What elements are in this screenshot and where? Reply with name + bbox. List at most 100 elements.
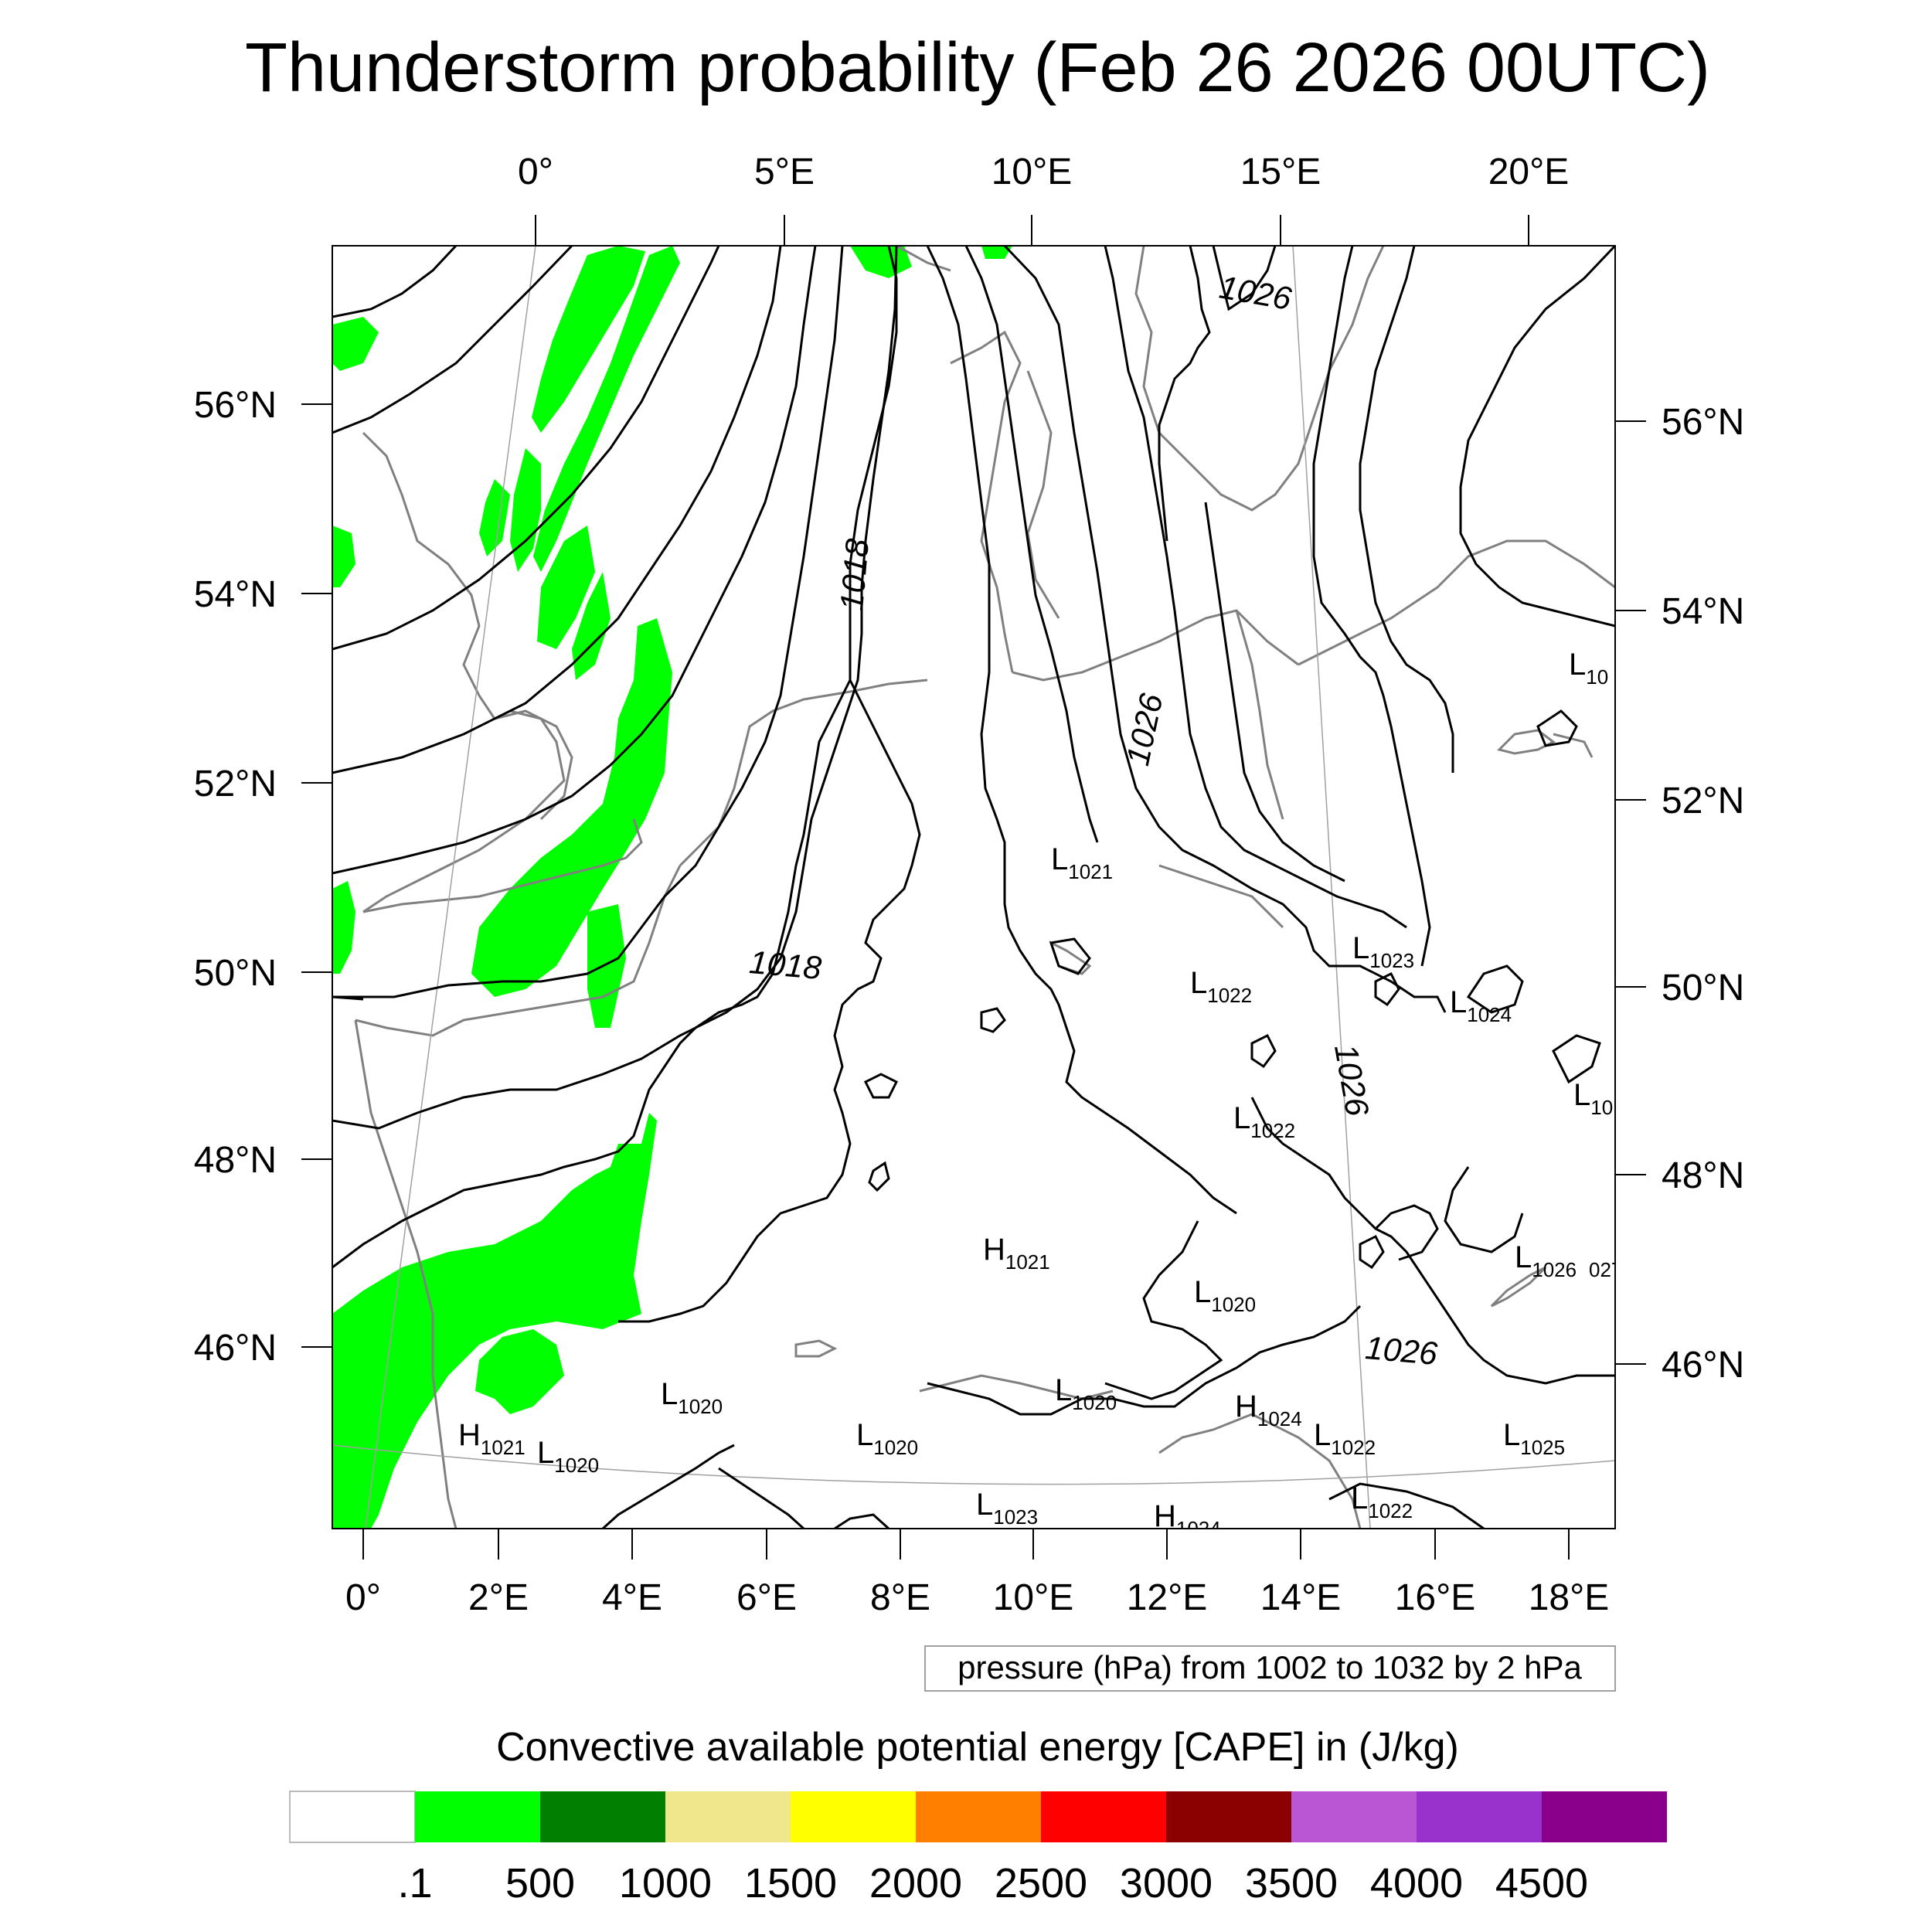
cape-region-channel bbox=[471, 618, 672, 997]
colorbar-title: Convective available potential energy [C… bbox=[496, 1725, 1459, 1770]
border-germany-poland bbox=[1235, 610, 1284, 820]
isobar-east-loop-2 bbox=[1552, 1034, 1601, 1084]
pressure-centers: L1021 L1023 L1022 L1024 L1022 L10 H1021 … bbox=[458, 648, 1622, 1529]
isobar-1 bbox=[332, 246, 457, 318]
isobar-14 bbox=[1312, 246, 1431, 967]
isobar-alps bbox=[927, 1304, 1362, 1416]
pressure-center: H1021 bbox=[983, 1233, 1050, 1274]
cape-region-north-sea-b bbox=[533, 246, 680, 572]
colorbar-label: 2000 bbox=[869, 1860, 962, 1906]
colorbar-label: .1 bbox=[397, 1860, 432, 1906]
right-lat-label: 52°N bbox=[1662, 781, 1744, 821]
isobar-7 bbox=[332, 246, 898, 1130]
isobar-south-b bbox=[1250, 1097, 1615, 1385]
isobar-9 bbox=[926, 246, 1237, 1215]
colorbar-label: 500 bbox=[505, 1860, 575, 1906]
cape-region-north-sea-c bbox=[510, 448, 541, 572]
top-lon-label: 20°E bbox=[1488, 151, 1570, 192]
coast-poland bbox=[1298, 539, 1615, 666]
top-lon-label: 0° bbox=[518, 151, 553, 192]
coast-denmark bbox=[950, 330, 1022, 673]
border-germany-czech bbox=[1158, 864, 1284, 929]
bottom-lon-label: 4°E bbox=[602, 1577, 662, 1618]
pressure-center: L1025 bbox=[1503, 1418, 1565, 1459]
map-frame bbox=[332, 245, 1616, 1529]
colorbar-swatch bbox=[665, 1791, 791, 1842]
right-lat-label: 50°N bbox=[1662, 968, 1744, 1009]
coast-baltic-islands bbox=[1497, 729, 1556, 755]
cape-region-biscay-island bbox=[475, 1329, 564, 1414]
cape-region-northwest bbox=[332, 317, 379, 371]
isobar-bottom-c bbox=[834, 1513, 890, 1529]
cape-region-west-edge bbox=[332, 881, 355, 974]
colorbar-swatch bbox=[540, 1791, 665, 1842]
coast-hungary-lake bbox=[1490, 1266, 1547, 1308]
bottom-lon-label: 8°E bbox=[870, 1577, 930, 1618]
left-lat-label: 52°N bbox=[194, 764, 277, 804]
isobar-bottom-d bbox=[1328, 1482, 1485, 1529]
bottom-lon-label: 2°E bbox=[468, 1577, 529, 1618]
pressure-center: L1020 bbox=[661, 1377, 723, 1418]
clipped-center-label: 027 bbox=[1589, 1258, 1622, 1281]
tick-marks bbox=[301, 215, 1646, 1560]
colorbar-swatch bbox=[791, 1791, 916, 1842]
colorbar: Convective available potential energy [C… bbox=[289, 1725, 1667, 1906]
pressure-center: L1022 bbox=[1190, 966, 1252, 1007]
isobar-small-loop-a bbox=[1374, 971, 1400, 1007]
pressure-center: L1022 bbox=[1314, 1418, 1376, 1459]
colorbar-swatch bbox=[1542, 1791, 1667, 1842]
right-lat-label: 56°N bbox=[1662, 402, 1744, 443]
bottom-lon-label: 18°E bbox=[1529, 1577, 1610, 1618]
coast-jutland-east bbox=[1026, 370, 1060, 619]
isobar-1026-b bbox=[1212, 246, 1277, 311]
left-lat-label: 50°N bbox=[194, 953, 277, 994]
isobar-bottom-a bbox=[601, 1444, 735, 1529]
isobar-5 bbox=[332, 246, 817, 875]
bottom-lon-label: 14°E bbox=[1260, 1577, 1342, 1618]
parallel-45n bbox=[332, 1444, 1615, 1485]
right-lat-label: 48°N bbox=[1662, 1155, 1744, 1196]
colorbar-labels: .1 500 1000 1500 2000 2500 3000 3500 4000 4500 bbox=[397, 1860, 1588, 1906]
isobar-13 bbox=[1204, 502, 1345, 883]
colorbar-swatch bbox=[289, 1791, 416, 1843]
left-lat-label: 48°N bbox=[194, 1140, 277, 1181]
isobar-small-loop-g bbox=[1359, 1234, 1385, 1270]
pressure-center: L1022 bbox=[1233, 1101, 1295, 1142]
pressure-center: L1021 bbox=[1051, 842, 1113, 883]
top-lon-label: 15°E bbox=[1240, 151, 1321, 192]
colorbar-swatch bbox=[916, 1791, 1041, 1842]
map-panel: 0° 5°E 10°E 15°E 20°E 56°N 54°N 52°N 50°… bbox=[194, 151, 1745, 1618]
isobar-poland-loop bbox=[1536, 709, 1578, 747]
pressure-note-box bbox=[924, 1645, 1616, 1692]
pressure-note: pressure (hPa) from 1002 to 1032 by 2 hP… bbox=[924, 1645, 1616, 1692]
isobar-6 bbox=[332, 246, 844, 998]
colorbar-swatch bbox=[1417, 1791, 1542, 1842]
isobar-12 bbox=[1104, 246, 1407, 929]
pressure-center: L1024 bbox=[1450, 985, 1512, 1026]
colorbar-swatch bbox=[1041, 1791, 1166, 1842]
pressure-center: L1023 bbox=[976, 1488, 1038, 1529]
isobar-small-loop-d bbox=[980, 1007, 1006, 1033]
cape-region-biscay bbox=[332, 1113, 657, 1529]
isobar-label: 1026 bbox=[1364, 1329, 1440, 1372]
graticule bbox=[332, 246, 1615, 1529]
pressure-center: H1024 bbox=[1235, 1389, 1302, 1430]
coast-vistula bbox=[1553, 733, 1594, 758]
coastlines bbox=[354, 246, 1615, 1529]
coast-france-north bbox=[355, 865, 682, 1037]
pressure-note-text: pressure (hPa) from 1002 to 1032 by 2 hP… bbox=[957, 1649, 1582, 1685]
bottom-lon-label: 10°E bbox=[993, 1577, 1074, 1618]
coast-east-anglia bbox=[494, 709, 573, 821]
top-lon-label: 5°E bbox=[754, 151, 815, 192]
isobars bbox=[332, 246, 1615, 1529]
coast-great-britain bbox=[362, 431, 566, 913]
isobar-france-inland bbox=[618, 679, 921, 1323]
colorbar-label: 3000 bbox=[1120, 1860, 1213, 1906]
isobar-1026-a bbox=[1158, 246, 1211, 542]
isobar-4 bbox=[332, 246, 782, 774]
colorbar-label: 4000 bbox=[1370, 1860, 1463, 1906]
isobar-bottom-b bbox=[718, 1467, 805, 1529]
left-lat-label: 46°N bbox=[194, 1328, 277, 1369]
pressure-center: L1022 bbox=[1351, 1481, 1413, 1522]
